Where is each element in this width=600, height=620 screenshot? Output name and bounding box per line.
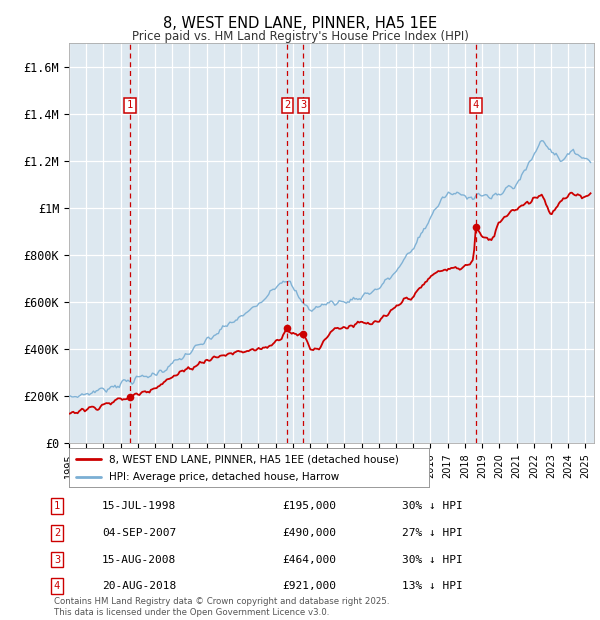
Text: 2: 2: [54, 528, 60, 538]
Text: 3: 3: [54, 554, 60, 565]
Text: 2: 2: [284, 100, 290, 110]
Text: 13% ↓ HPI: 13% ↓ HPI: [402, 581, 463, 591]
Text: 4: 4: [54, 581, 60, 591]
Text: 15-AUG-2008: 15-AUG-2008: [102, 554, 176, 565]
Text: 30% ↓ HPI: 30% ↓ HPI: [402, 501, 463, 512]
Text: 30% ↓ HPI: 30% ↓ HPI: [402, 554, 463, 565]
Text: Price paid vs. HM Land Registry's House Price Index (HPI): Price paid vs. HM Land Registry's House …: [131, 30, 469, 43]
Text: 4: 4: [473, 100, 479, 110]
Text: 20-AUG-2018: 20-AUG-2018: [102, 581, 176, 591]
Text: £490,000: £490,000: [282, 528, 336, 538]
Text: HPI: Average price, detached house, Harrow: HPI: Average price, detached house, Harr…: [109, 472, 339, 482]
Text: Contains HM Land Registry data © Crown copyright and database right 2025.
This d: Contains HM Land Registry data © Crown c…: [54, 598, 389, 617]
Text: £921,000: £921,000: [282, 581, 336, 591]
Text: 04-SEP-2007: 04-SEP-2007: [102, 528, 176, 538]
Text: 27% ↓ HPI: 27% ↓ HPI: [402, 528, 463, 538]
Text: 15-JUL-1998: 15-JUL-1998: [102, 501, 176, 512]
Text: 3: 3: [301, 100, 307, 110]
Text: £464,000: £464,000: [282, 554, 336, 565]
Text: 1: 1: [54, 501, 60, 512]
Text: 8, WEST END LANE, PINNER, HA5 1EE (detached house): 8, WEST END LANE, PINNER, HA5 1EE (detac…: [109, 454, 398, 464]
Text: 8, WEST END LANE, PINNER, HA5 1EE: 8, WEST END LANE, PINNER, HA5 1EE: [163, 16, 437, 30]
Text: 1: 1: [127, 100, 133, 110]
Text: £195,000: £195,000: [282, 501, 336, 512]
